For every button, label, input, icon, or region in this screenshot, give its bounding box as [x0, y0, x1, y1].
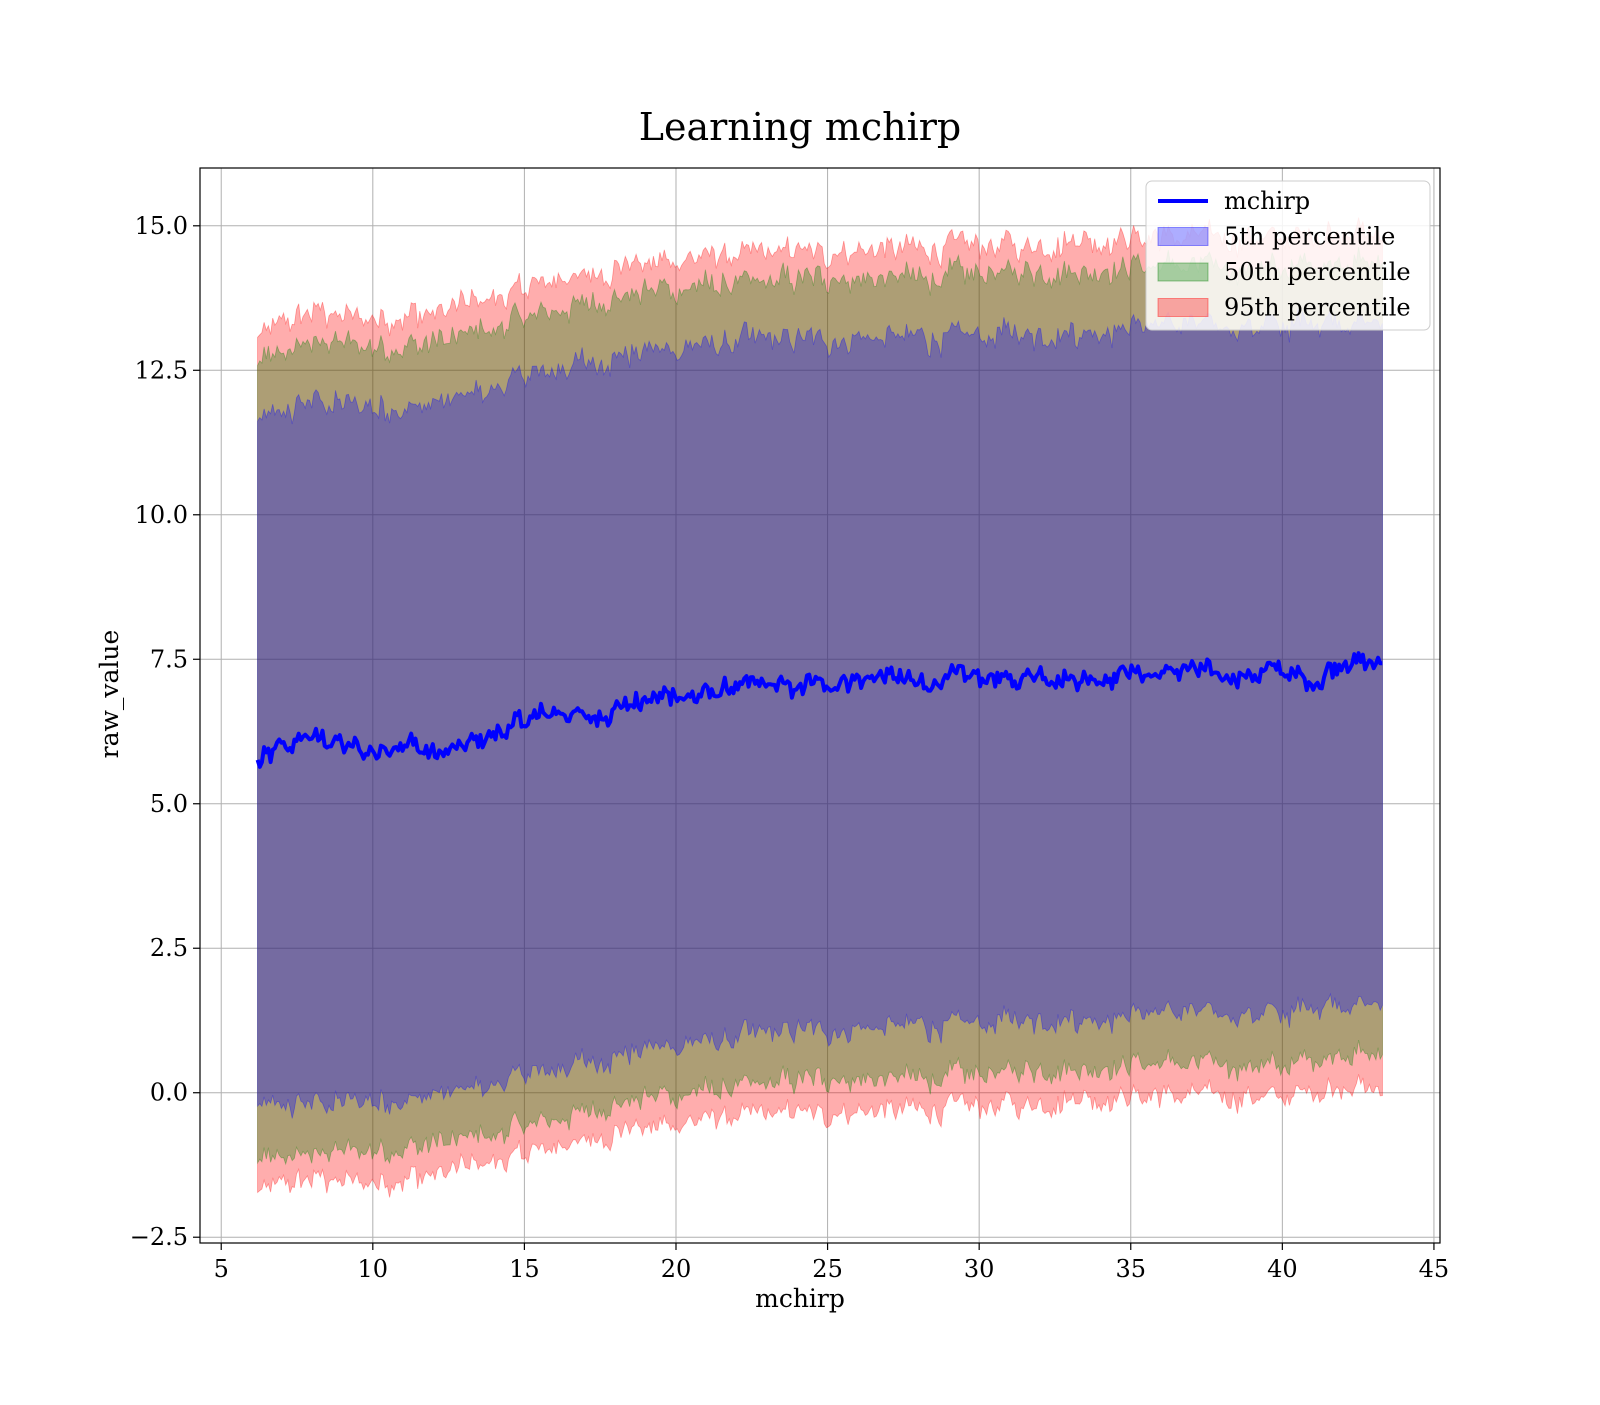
y-tick-label: 7.5 — [150, 645, 188, 673]
legend-entry-label: 5th percentile — [1224, 223, 1395, 251]
x-tick-label: 15 — [509, 1255, 540, 1283]
y-tick-label: 0.0 — [150, 1079, 188, 1107]
series-line-mchirp — [255, 651, 1383, 769]
legend-patch-swatch — [1157, 262, 1209, 282]
x-tick-label: 5 — [214, 1255, 229, 1283]
x-tick-label: 40 — [1267, 1255, 1298, 1283]
x-tick-label: 10 — [358, 1255, 389, 1283]
x-tick-label: 45 — [1419, 1255, 1450, 1283]
x-tick-label: 25 — [812, 1255, 843, 1283]
legend-patch-swatch — [1157, 298, 1209, 317]
x-tick-label: 35 — [1115, 1255, 1146, 1283]
legend-entry-label: 50th percentile — [1224, 258, 1411, 286]
y-axis-ticks: −2.5 0.0 2.5 5.0 7.5 10.0 12.5 15.0 — [130, 212, 200, 1251]
series-lines — [255, 651, 1383, 769]
legend-box — [1145, 180, 1431, 331]
x-axis-ticks: 5 10 15 20 25 30 35 40 45 — [214, 1243, 1450, 1283]
legend-entry-label: 95th percentile — [1224, 294, 1411, 322]
band-5th-percentile — [257, 308, 1383, 1119]
legend: mchirp 5th percentile 50th percentile 95th … — [1145, 180, 1431, 331]
x-tick-label: 30 — [964, 1255, 995, 1283]
percentile-bands — [257, 217, 1383, 1198]
band-50th-percentile — [257, 246, 1383, 1166]
legend-entry-label: mchirp — [1224, 187, 1310, 215]
chart-title: Learning mchirp — [639, 105, 961, 149]
x-tick-label: 20 — [661, 1255, 692, 1283]
band-95th-percentile — [257, 217, 1383, 1198]
y-axis-label: raw_value — [95, 630, 124, 759]
y-tick-label: −2.5 — [130, 1223, 188, 1251]
y-tick-label: 15.0 — [135, 212, 188, 240]
y-tick-label: 2.5 — [150, 934, 188, 962]
x-axis-label: mchirp — [755, 1284, 845, 1313]
legend-patch-swatch — [1157, 227, 1209, 246]
y-tick-label: 5.0 — [150, 790, 188, 818]
grid-lines — [200, 168, 1440, 1243]
y-tick-label: 12.5 — [135, 356, 188, 384]
y-tick-label: 10.0 — [135, 501, 188, 529]
plot-frame — [199, 167, 1441, 1244]
